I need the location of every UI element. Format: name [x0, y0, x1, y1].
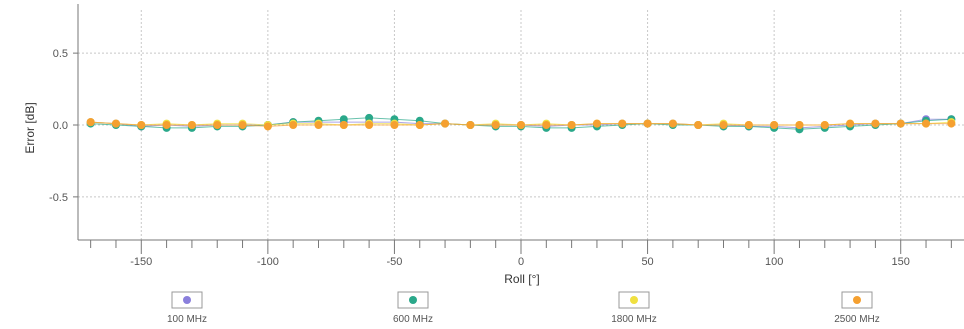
- data-point: [415, 121, 424, 129]
- legend-marker: [183, 296, 191, 304]
- data-point: [770, 121, 779, 129]
- legend-item: 1800 MHz: [611, 291, 657, 325]
- data-point: [441, 119, 450, 128]
- data-point: [339, 115, 348, 124]
- x-tick-label: -150: [130, 256, 152, 268]
- legend-swatch-frame: [618, 291, 650, 309]
- legend-swatch-frame: [841, 291, 873, 309]
- legend: 100 MHz 600 MHz 1800 MHz 2500 MHz: [167, 291, 880, 325]
- series-2500-mhz: [86, 118, 956, 131]
- data-point: [618, 119, 627, 128]
- series-group: [86, 113, 956, 134]
- legend-item: 2500 MHz: [834, 291, 880, 325]
- data-point: [213, 121, 222, 129]
- x-axis-label: Roll [°]: [504, 272, 539, 286]
- data-point: [187, 121, 196, 129]
- data-point: [289, 121, 298, 129]
- legend-label: 2500 MHz: [834, 314, 880, 325]
- legend-label: 100 MHz: [167, 314, 207, 325]
- x-tick-label: 150: [892, 256, 910, 268]
- y-tick-label: 0.0: [53, 120, 68, 132]
- data-point: [567, 121, 576, 129]
- y-tick-label: -0.5: [49, 192, 68, 204]
- data-point: [390, 121, 399, 129]
- data-point: [365, 113, 374, 122]
- data-point: [491, 121, 500, 129]
- axes: -150 -100 -50 0 50 100 150 0.5 0.0 -0.5: [49, 4, 964, 268]
- data-point: [339, 121, 348, 129]
- legend-label: 600 MHz: [393, 314, 433, 325]
- legend-swatch-frame: [397, 291, 429, 309]
- data-point: [668, 119, 677, 128]
- data-point: [162, 121, 171, 129]
- data-point: [542, 121, 551, 129]
- x-tick-label: -100: [257, 256, 279, 268]
- data-point: [719, 121, 728, 129]
- data-point: [820, 121, 829, 129]
- data-point: [314, 121, 323, 129]
- data-point: [744, 121, 753, 129]
- data-point: [871, 119, 880, 128]
- data-point: [466, 121, 475, 129]
- data-point: [947, 119, 956, 128]
- legend-item: 600 MHz: [393, 291, 433, 325]
- x-tick-label: -50: [386, 256, 402, 268]
- x-tick-label: 50: [641, 256, 653, 268]
- data-point: [694, 121, 703, 129]
- data-point: [643, 119, 652, 128]
- legend-marker: [409, 296, 417, 304]
- x-tick-label: 0: [518, 256, 524, 268]
- data-point: [592, 119, 601, 128]
- data-point: [922, 119, 931, 128]
- data-point: [517, 121, 525, 129]
- legend-marker: [630, 296, 638, 304]
- y-axis-label: Error [dB]: [23, 102, 37, 153]
- legend-item: 100 MHz: [167, 291, 207, 325]
- data-point: [795, 121, 804, 129]
- x-tick-label: 100: [765, 256, 783, 268]
- data-point: [263, 122, 272, 131]
- legend-marker: [853, 296, 861, 304]
- data-point: [86, 118, 95, 127]
- y-tick-label: 0.5: [53, 48, 68, 60]
- data-point: [111, 119, 120, 128]
- data-point: [896, 119, 905, 128]
- data-point: [365, 121, 374, 129]
- data-point: [846, 119, 855, 128]
- data-point: [137, 121, 146, 129]
- data-point: [238, 121, 247, 129]
- legend-label: 1800 MHz: [611, 314, 657, 325]
- legend-swatch-frame: [171, 291, 203, 309]
